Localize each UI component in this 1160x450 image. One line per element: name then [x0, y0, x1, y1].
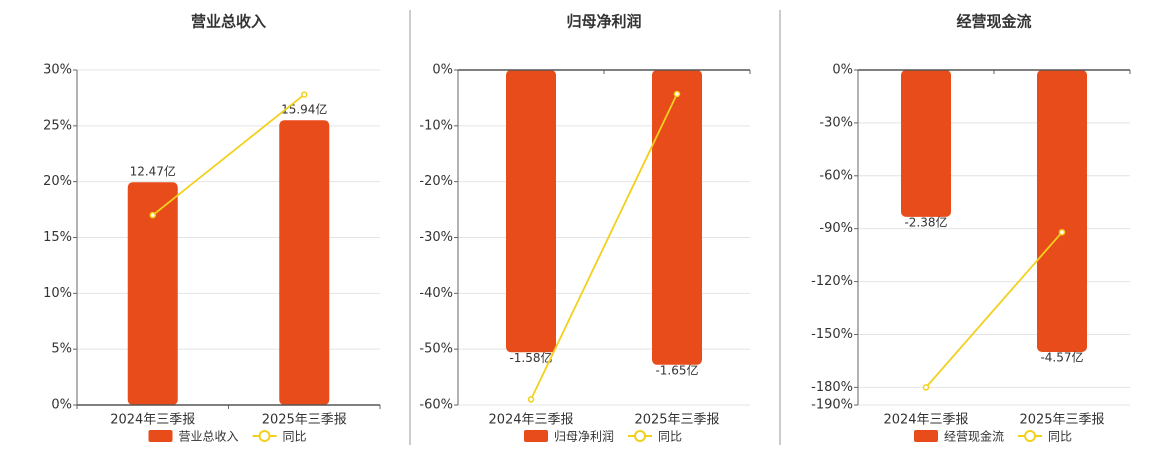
- y-tick-label: -30%: [819, 115, 853, 130]
- y-tick-label: 0%: [51, 398, 72, 413]
- legend-label: 营业总收入: [179, 430, 239, 444]
- x-tick-label: 2025年三季报: [262, 413, 347, 428]
- chart-title: 归母净利润: [566, 13, 641, 31]
- value-label: 12.47亿: [130, 164, 176, 179]
- y-tick-label: -150%: [811, 327, 853, 342]
- y-tick-label: 10%: [43, 286, 72, 301]
- x-tick-label: 2024年三季报: [883, 413, 968, 428]
- y-tick-label: 25%: [43, 118, 72, 133]
- x-tick-label: 2025年三季报: [634, 413, 719, 428]
- value-label: -1.58亿: [509, 350, 552, 365]
- value-label: 15.94亿: [281, 102, 327, 117]
- x-tick-label: 2024年三季报: [110, 413, 195, 428]
- y-tick-label: -60%: [419, 398, 453, 413]
- point: [527, 396, 535, 403]
- y-tick-label: 30%: [43, 63, 72, 78]
- legend-label: 经营现金流: [944, 429, 1004, 444]
- line: [152, 93, 305, 216]
- legend-label: 同比: [1048, 430, 1072, 444]
- y-tick-label: -10%: [419, 118, 453, 133]
- legend-swatch: [258, 430, 271, 442]
- value-label: -2.38亿: [904, 214, 947, 229]
- line: [530, 93, 678, 400]
- value-label: -1.65亿: [655, 362, 698, 377]
- chart-title: 经营现金流: [956, 13, 1031, 31]
- point: [149, 211, 156, 219]
- point: [922, 384, 930, 391]
- y-tick-label: 15%: [43, 230, 72, 245]
- bar: [127, 182, 178, 405]
- y-tick-label: -60%: [819, 168, 853, 183]
- bar: [901, 70, 951, 217]
- legend-swatch: [1024, 430, 1037, 442]
- legend-swatch: [914, 430, 938, 442]
- y-tick-label: -40%: [419, 286, 453, 301]
- line: [925, 231, 1063, 388]
- y-tick-label: -50%: [419, 342, 453, 357]
- legend-swatch: [524, 430, 548, 442]
- bar: [1037, 70, 1087, 352]
- y-tick-label: 0%: [832, 63, 853, 78]
- y-tick-label: -90%: [819, 221, 853, 236]
- y-tick-label: 5%: [51, 342, 72, 357]
- value-label: -4.57亿: [1040, 349, 1083, 364]
- bar: [506, 70, 556, 353]
- point: [1058, 228, 1066, 236]
- legend-swatch: [148, 430, 173, 442]
- x-tick-label: 2024年三季报: [488, 413, 573, 428]
- point: [673, 90, 681, 98]
- chart-title: 营业总收入: [191, 13, 266, 31]
- x-tick-label: 2025年三季报: [1019, 413, 1104, 428]
- y-tick-label: -120%: [811, 274, 853, 289]
- point: [301, 91, 308, 98]
- y-tick-label: -30%: [419, 230, 453, 245]
- legend-swatch: [634, 430, 647, 442]
- y-tick-label: 20%: [43, 174, 72, 189]
- legend-label: 同比: [658, 430, 682, 444]
- bar: [279, 120, 330, 406]
- y-tick-label: 0%: [432, 63, 453, 78]
- bar: [652, 70, 702, 365]
- y-tick-label: -180%: [811, 380, 853, 395]
- y-tick-label: -190%: [811, 398, 853, 413]
- legend-label: 同比: [283, 430, 307, 444]
- y-tick-label: -20%: [419, 174, 453, 189]
- legend-label: 归母净利润: [554, 430, 614, 444]
